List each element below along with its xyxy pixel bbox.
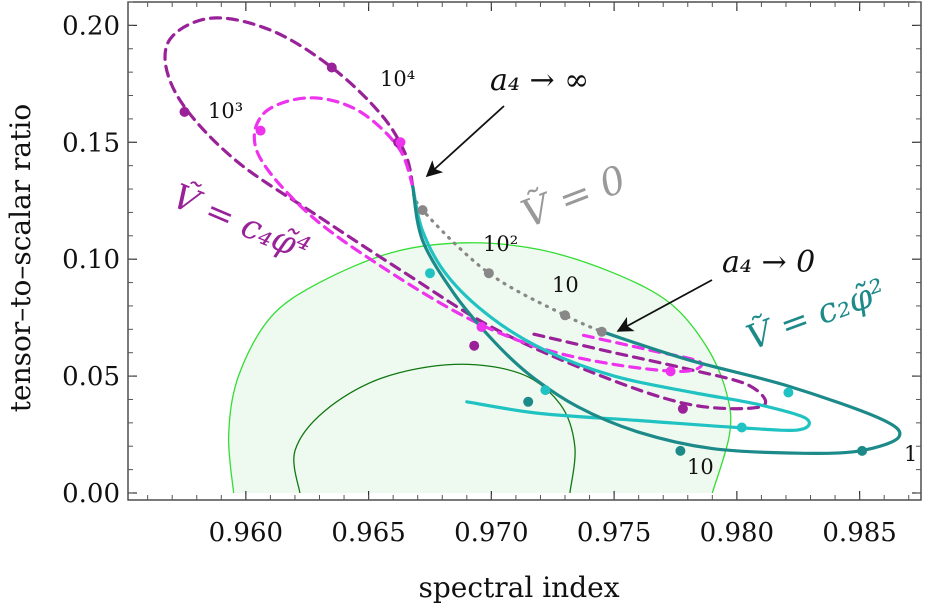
x-tick-label: 0.975 xyxy=(577,518,651,548)
region-inner-contour xyxy=(293,363,576,494)
series-2-marker-2 xyxy=(560,310,570,321)
series-line-4 xyxy=(411,185,902,455)
series-line-0 xyxy=(163,16,768,411)
series-line-1 xyxy=(252,96,704,374)
series-3-marker-0 xyxy=(425,268,435,279)
label-10-teal: 10 xyxy=(687,455,714,479)
series-0-marker-4 xyxy=(677,403,688,414)
tick-labels-group: 0.960 0.965 0.970 0.975 0.980 0.985 0.00 0.05 0.… xyxy=(62,11,897,548)
plot-area xyxy=(163,16,902,494)
series-2-marker-1 xyxy=(483,268,494,279)
series-4-marker-2 xyxy=(857,445,868,456)
series-3-marker-2 xyxy=(736,422,747,433)
arrow-a4-zero xyxy=(616,279,713,332)
series-4-marker-1 xyxy=(675,445,686,456)
series-0-marker-0 xyxy=(326,62,337,73)
x-tick-label: 0.965 xyxy=(331,518,405,548)
x-axis-label: spectral index xyxy=(418,571,619,604)
label-10-gray: 10 xyxy=(552,273,579,297)
series-3-marker-3 xyxy=(783,387,794,398)
series-1-marker-1 xyxy=(395,137,406,148)
series-1-marker-0 xyxy=(255,125,266,136)
markers-group xyxy=(179,62,868,456)
series-1-marker-2 xyxy=(476,322,487,332)
y-tick-label: 0.10 xyxy=(62,245,120,275)
y-tick-label: 0.20 xyxy=(62,11,120,41)
label-1e2: 10² xyxy=(483,232,518,256)
x-tick-label: 0.980 xyxy=(700,518,774,548)
y-tick-label: 0.00 xyxy=(62,479,120,509)
series-1-marker-3 xyxy=(665,366,676,377)
label-1e4: 10⁴ xyxy=(380,67,415,91)
series-2-marker-3 xyxy=(596,326,607,337)
plot-frame xyxy=(127,1,922,501)
series-0-marker-3 xyxy=(469,340,480,351)
y-axis-label: tensor–to–scalar ratio xyxy=(4,104,37,412)
ticks-group xyxy=(128,1,921,500)
x-tick-label: 0.985 xyxy=(822,518,896,548)
arrow-a4-infinity xyxy=(425,105,505,178)
series-2-marker-0 xyxy=(417,205,428,216)
region-fill-outer-contour xyxy=(228,242,731,493)
y-tick-label: 0.05 xyxy=(62,362,120,392)
region-outer-contour xyxy=(227,242,732,494)
label-1-teal: 1 xyxy=(904,442,917,466)
confidence-regions xyxy=(227,242,732,494)
series-4-marker-0 xyxy=(523,396,534,407)
series-3-marker-1 xyxy=(540,385,551,396)
series-line-3 xyxy=(411,185,811,432)
series-group xyxy=(163,16,902,455)
x-tick-label: 0.960 xyxy=(209,518,283,548)
annotation-a4-zero: a₄ → 0 xyxy=(722,245,815,280)
x-tick-label: 0.970 xyxy=(454,518,528,548)
annotation-a4-infinity: a₄ → ∞ xyxy=(490,63,589,98)
series-0-marker-1 xyxy=(179,106,190,117)
y-tick-label: 0.15 xyxy=(62,128,120,158)
label-1e3: 10³ xyxy=(208,99,243,123)
